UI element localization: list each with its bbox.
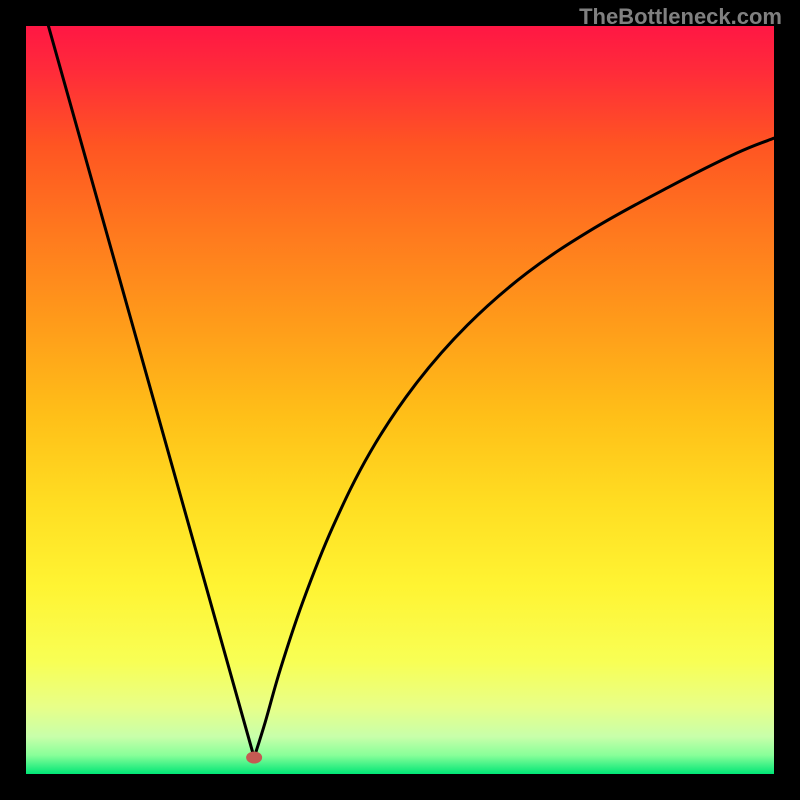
chart-frame: TheBottleneck.com bbox=[0, 0, 800, 800]
minimum-marker bbox=[246, 752, 262, 764]
watermark-text: TheBottleneck.com bbox=[579, 4, 782, 30]
gradient-background bbox=[26, 26, 774, 774]
plot-svg bbox=[26, 26, 774, 774]
plot-area bbox=[26, 26, 774, 774]
